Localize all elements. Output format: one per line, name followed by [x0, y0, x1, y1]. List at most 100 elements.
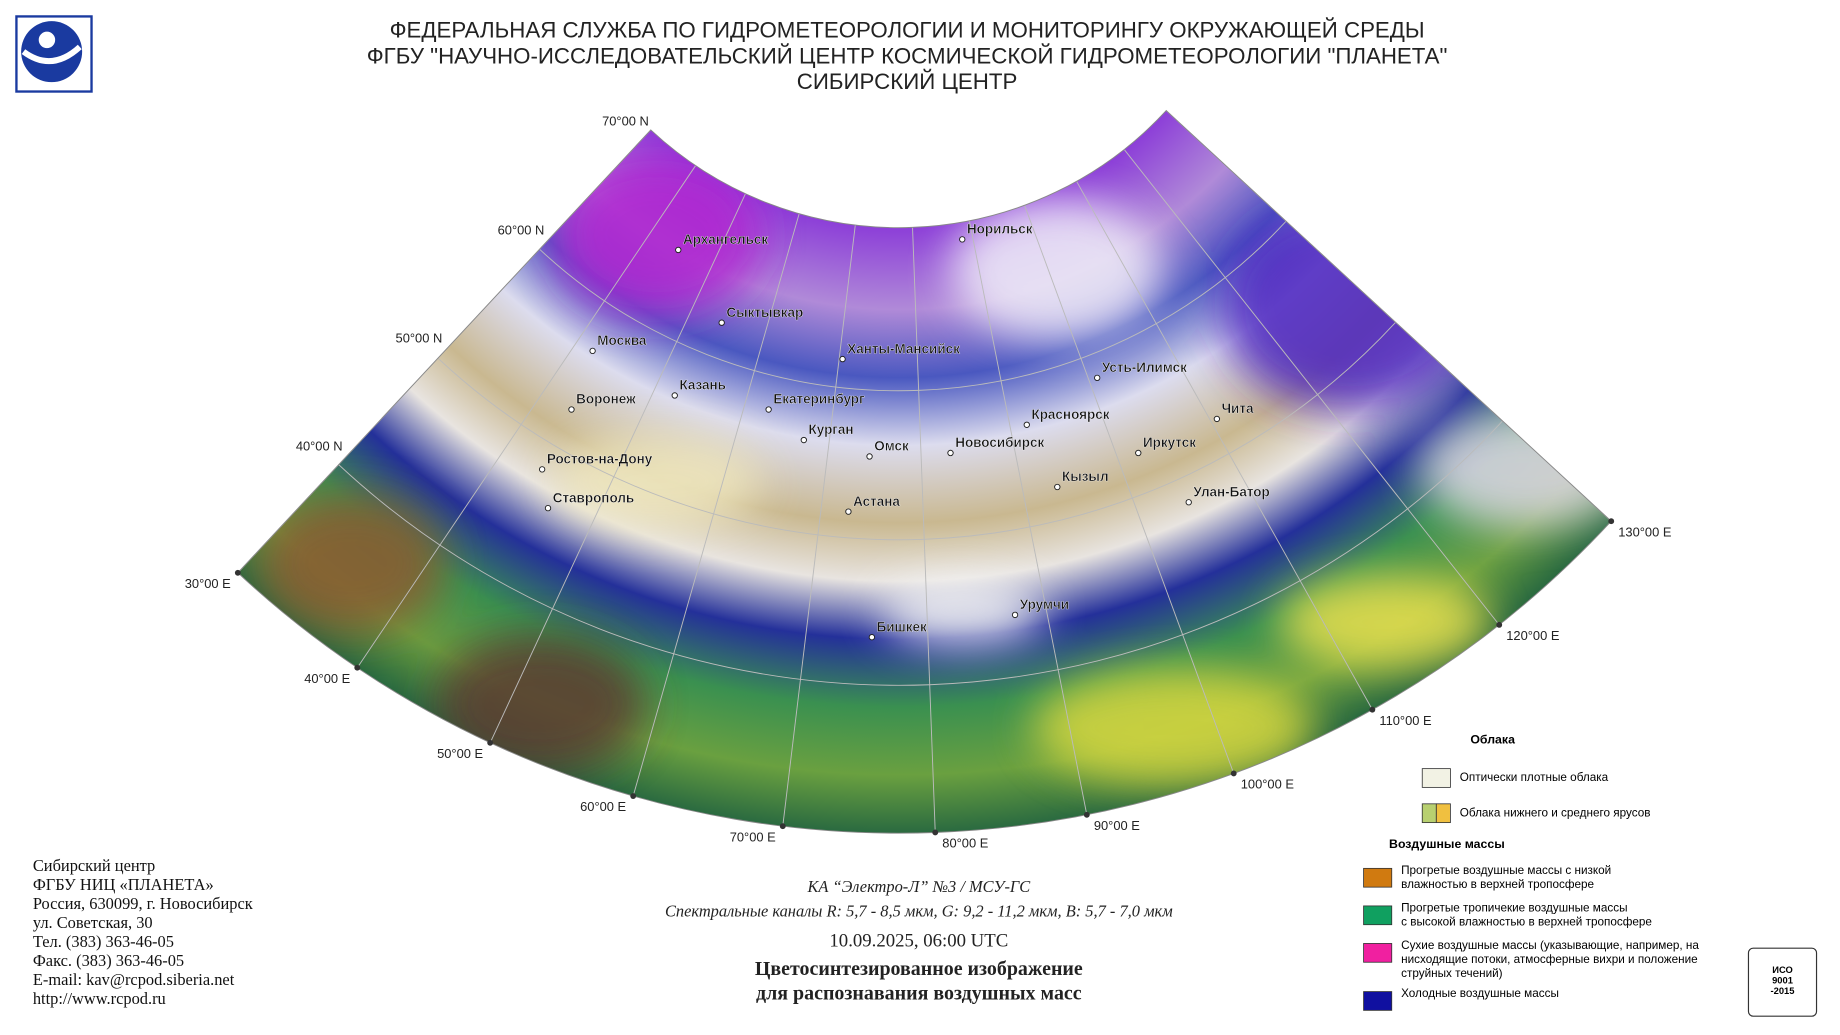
city-label: Красноярск: [1031, 407, 1109, 422]
city-label: Воронеж: [576, 392, 636, 407]
city-label: Чита: [1222, 401, 1254, 416]
caption-channels: Спектральные каналы R: 5,7 - 8,5 мкм, G:…: [665, 902, 1173, 921]
badge: [1747, 947, 1818, 1017]
caption-title: Цветосинтезированное изображение: [755, 958, 1083, 980]
city-marker: [718, 319, 725, 326]
legend-label: струйных течений): [1401, 967, 1503, 980]
city-marker: [947, 449, 954, 457]
city-marker: [568, 406, 575, 413]
longitude-label: 100°00 E: [1241, 777, 1295, 792]
city-label: Сыктывкар: [726, 305, 803, 320]
longitude-label: 90°00 E: [1094, 818, 1140, 833]
legend-swatch: [1363, 943, 1393, 963]
meridian: [912, 227, 936, 833]
legend-swatch: [1421, 803, 1437, 824]
contact-line: Тел. (383) 363-46-05: [33, 932, 174, 951]
badge-text: 9001: [1772, 976, 1793, 986]
latitude-label: 40°00 N: [296, 438, 343, 453]
longitude-label: 60°00 E: [580, 799, 626, 814]
legend-swatch: [1363, 905, 1393, 926]
city-marker: [544, 504, 552, 512]
city-marker: [765, 406, 772, 413]
meridian: [968, 220, 1088, 815]
meridian: [632, 213, 800, 797]
city-marker: [1185, 499, 1192, 506]
latitude-label: 60°00 N: [498, 223, 545, 238]
longitude-label: 130°00 E: [1618, 524, 1672, 539]
longitude-label: 80°00 E: [942, 836, 988, 851]
city-marker: [1011, 611, 1019, 619]
city-label: Архангельск: [683, 232, 768, 247]
legend-label: нисходящие потоки, атмосферные вихри и п…: [1401, 953, 1698, 966]
latitude-label: 50°00 N: [396, 331, 443, 346]
meridian: [356, 165, 697, 668]
meridian: [1123, 149, 1500, 626]
longitude-label: 70°00 E: [730, 829, 776, 844]
meridian-dot: [1083, 811, 1090, 818]
city-label: Новосибирск: [955, 435, 1044, 450]
contact-line: http://www.rcpod.ru: [33, 989, 166, 1008]
contact-line: Факс. (383) 363-46-05: [33, 951, 184, 970]
city-marker: [1054, 483, 1061, 491]
city-label: Иркутск: [1143, 435, 1196, 450]
city-label: Урумчи: [1020, 597, 1069, 612]
longitude-label: 110°00 E: [1379, 713, 1432, 728]
contact-line: E-mail: kav@rcpod.siberia.net: [33, 970, 235, 989]
legend-title: Облака: [1470, 733, 1515, 747]
meridian-dot: [630, 793, 637, 799]
contact-line: Сибирский центр: [33, 856, 155, 875]
meridian-dot: [354, 664, 361, 671]
logo: [15, 15, 93, 93]
city-marker: [1213, 415, 1221, 423]
legend-label: Прогретые воздушные массы с низкой: [1401, 864, 1611, 877]
longitude-label: 120°00 E: [1506, 628, 1560, 643]
latitude-label: 70°00 N: [602, 113, 649, 128]
city-marker: [839, 355, 846, 363]
legend-swatch: [1363, 867, 1393, 888]
caption-title: для распознавания воздушных масс: [756, 983, 1082, 1005]
city-marker: [538, 466, 546, 473]
city-label: Улан-Батор: [1193, 484, 1269, 499]
map: [237, 109, 1612, 834]
longitude-label: 50°00 E: [437, 746, 483, 761]
legend-label: Холодные воздушные массы: [1401, 987, 1559, 1000]
city-marker: [589, 347, 596, 355]
city-marker: [1135, 449, 1142, 457]
header-line: ФЕДЕРАЛЬНАЯ СЛУЖБА ПО ГИДРОМЕТЕОРОЛОГИИ …: [390, 18, 1425, 43]
contact-line: ФГБУ НИЦ «ПЛАНЕТА»: [33, 875, 214, 894]
city-label: Бишкек: [877, 619, 927, 634]
badge-text: -2015: [1771, 986, 1795, 996]
legend-swatch: [1435, 803, 1451, 824]
meridian-dot: [1369, 706, 1376, 713]
meridian-dot: [487, 739, 494, 746]
city-marker: [868, 634, 876, 641]
meridian-dot: [1230, 770, 1237, 777]
legend-swatch: [1421, 768, 1451, 788]
caption-datetime: 10.09.2025, 06:00 UTC: [829, 931, 1008, 952]
meridian-dot: [932, 829, 939, 836]
longitude-label: 30°00 E: [185, 576, 231, 591]
city-label: Кызыл: [1062, 469, 1109, 484]
city-marker: [1023, 421, 1030, 428]
meridian: [782, 224, 856, 827]
city-label: Екатеринбург: [773, 392, 865, 407]
legend-swatch: [1363, 991, 1393, 1011]
header-line: СИБИРСКИЙ ЦЕНТР: [797, 69, 1018, 94]
contact-line: Россия, 630099, г. Новосибирск: [33, 894, 253, 913]
city-label: Астана: [853, 494, 900, 509]
legend-label: Прогретые тропичекие воздушные массы: [1401, 901, 1627, 914]
header-line: ФГБУ "НАУЧНО-ИССЛЕДОВАТЕЛЬСКИЙ ЦЕНТР КОС…: [367, 43, 1448, 68]
city-label: Курган: [809, 422, 854, 437]
contact-line: ул. Советская, 30: [33, 913, 153, 932]
city-label: Казань: [679, 378, 726, 393]
city-marker: [671, 392, 678, 399]
meridian: [1024, 205, 1235, 774]
meridian: [489, 193, 746, 743]
city-label: Ростов-на-Дону: [547, 452, 653, 467]
legend-label: с высокой влажностью в верхней тропосфер…: [1401, 915, 1652, 928]
city-label: Ханты-Мансийск: [847, 341, 960, 356]
city-marker: [800, 436, 807, 444]
meridian-dot: [1608, 518, 1615, 525]
legend-title: Воздушные массы: [1389, 837, 1505, 851]
